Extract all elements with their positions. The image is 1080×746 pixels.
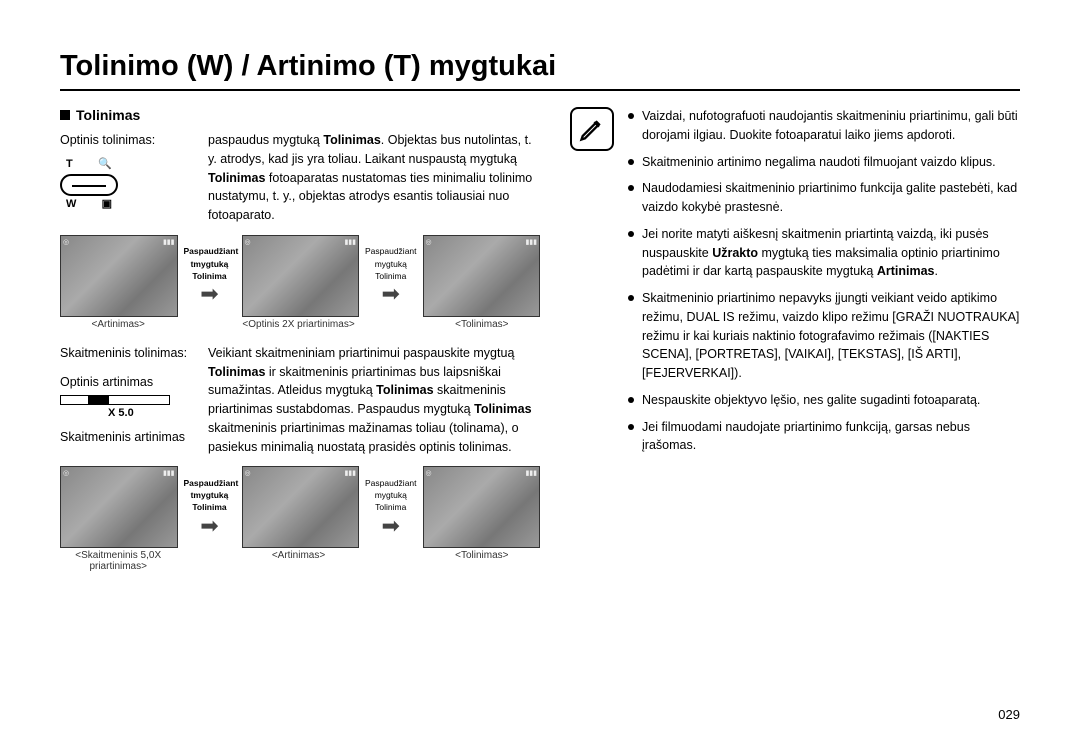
arrow-right-icon: ➡ <box>365 515 417 537</box>
list-item: Jei norite matyti aiškesnį skaitmenin pr… <box>628 225 1020 281</box>
caption-row-2: <Skaitmeninis 5,0X priartinimas> <Artini… <box>60 550 540 572</box>
section-heading: Tolinimas <box>60 107 540 123</box>
square-bullet-icon <box>60 110 70 120</box>
list-item: Jei filmuodami naudojate priartinimo fun… <box>628 418 1020 456</box>
transition-label: Paspaudžiant mygtuką Tolinima ➡ <box>365 246 417 305</box>
zoom-button-icon: T🔍 W▣ <box>60 156 118 215</box>
photo-sequence-2: ◎▮▮▮ Paspaudžiant tmygtuką Tolinima ➡ ◎▮… <box>60 466 540 548</box>
page-number: 029 <box>998 707 1020 722</box>
list-item: Naudodamiesi skaitmeninio priartinimo fu… <box>628 179 1020 217</box>
notes-list: Vaizdai, nufotografuoti naudojantis skai… <box>628 107 1020 463</box>
section-heading-text: Tolinimas <box>76 107 140 123</box>
sample-photo: ◎▮▮▮ <box>423 466 541 548</box>
sample-photo: ◎▮▮▮ <box>60 466 178 548</box>
digital-zoom-in-label: Skaitmeninis artinimas <box>60 428 190 447</box>
list-item: Vaizdai, nufotografuoti naudojantis skai… <box>628 107 1020 145</box>
note-icon <box>570 107 614 151</box>
zoom-bar-icon: X 5.0 <box>60 395 190 422</box>
list-item: Nespauskite objektyvo lęšio, nes galite … <box>628 391 1020 410</box>
list-item: Skaitmeninio priartinimo nepavyks įjungt… <box>628 289 1020 383</box>
page-title: Tolinimo (W) / Artinimo (T) mygtukai <box>60 50 1020 91</box>
digital-zoom-out-text: Veikiant skaitmeniniam priartinimui pasp… <box>208 344 540 457</box>
optical-zoom-out-text: paspaudus mygtuką Tolinimas. Objektas bu… <box>208 131 540 225</box>
arrow-right-icon: ➡ <box>184 515 236 537</box>
caption-row-1: <Artinimas> <Optinis 2X priartinimas> <T… <box>60 319 540 330</box>
transition-label: Paspaudžiant tmygtuką Tolinima ➡ <box>184 478 236 537</box>
list-item: Skaitmeninio artinimo negalima naudoti f… <box>628 153 1020 172</box>
digital-zoom-out-label: Skaitmeninis tolinimas: Optinis artinima… <box>60 344 190 457</box>
transition-label: Paspaudžiant mygtuką Tolinima ➡ <box>365 478 417 537</box>
zoom-factor: X 5.0 <box>108 405 190 422</box>
photo-sequence-1: ◎▮▮▮ Paspaudžiant tmygtuką Tolinima ➡ ◎▮… <box>60 235 540 317</box>
optical-zoom-out-label: Optinis tolinimas: T🔍 W▣ <box>60 131 190 225</box>
left-column: Tolinimas Optinis tolinimas: T🔍 W▣ paspa… <box>60 107 540 586</box>
right-column: Vaizdai, nufotografuoti naudojantis skai… <box>570 107 1020 586</box>
sample-photo: ◎▮▮▮ <box>242 235 360 317</box>
optical-zoom-in-label: Optinis artinimas <box>60 373 190 392</box>
sample-photo: ◎▮▮▮ <box>242 466 360 548</box>
arrow-right-icon: ➡ <box>184 283 236 305</box>
transition-label: Paspaudžiant tmygtuką Tolinima ➡ <box>184 246 236 305</box>
arrow-right-icon: ➡ <box>365 283 417 305</box>
sample-photo: ◎▮▮▮ <box>423 235 541 317</box>
sample-photo: ◎▮▮▮ <box>60 235 178 317</box>
